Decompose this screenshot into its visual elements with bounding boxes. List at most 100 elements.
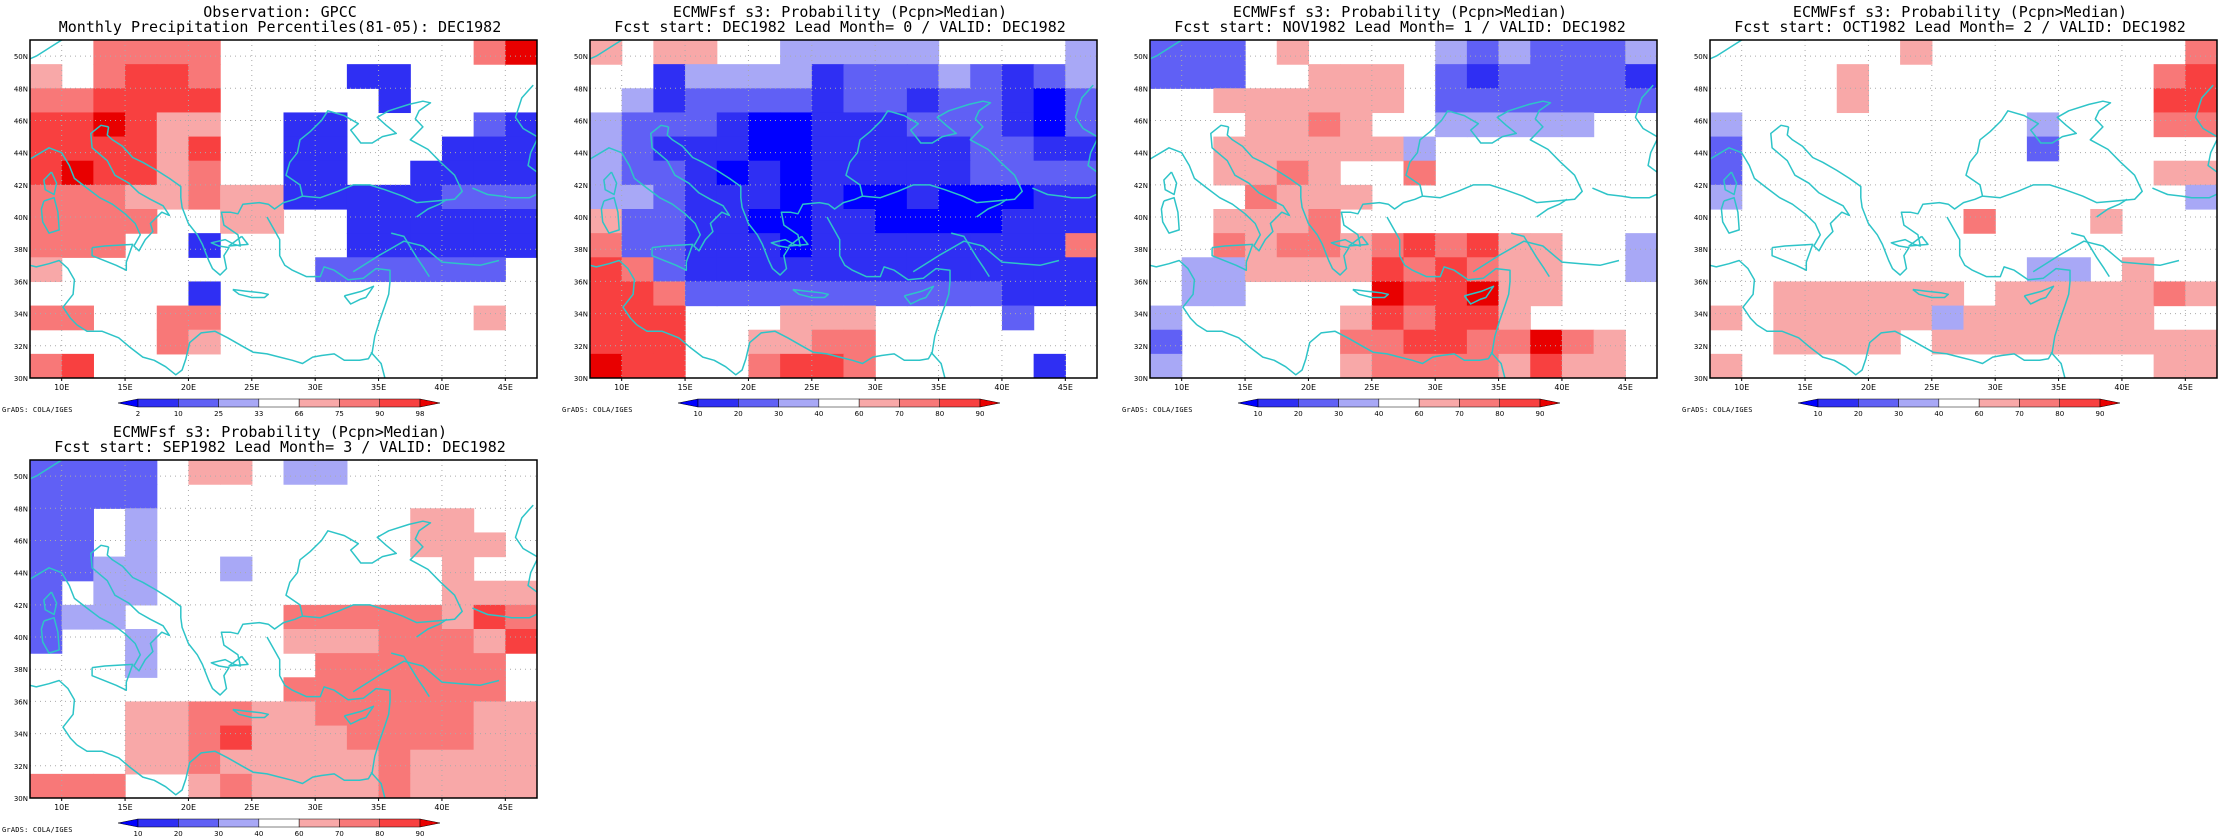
heatmap-cell	[748, 64, 781, 89]
coastline	[1511, 232, 1550, 278]
heatmap-cell	[1065, 281, 1097, 307]
heatmap-cell	[441, 604, 475, 630]
heatmap-cell	[125, 160, 158, 186]
colorbar-label: 20	[734, 410, 743, 418]
colorbar-segment	[778, 398, 820, 408]
y-tick-label: 32N	[14, 763, 28, 771]
heatmap-cell	[1561, 112, 1595, 138]
heatmap-cell	[1245, 257, 1278, 283]
panel-subtitle: Fcst start: DEC1982 Lead Month= 0 / VALI…	[614, 18, 1066, 36]
heatmap-cell	[590, 40, 623, 65]
coastline	[2194, 84, 2217, 138]
heatmap-cell	[780, 112, 813, 138]
heatmap-cell	[283, 677, 316, 703]
heatmap-cell	[156, 701, 190, 727]
colorbar: 2 10 25 33 66 75 90 98	[117, 398, 441, 418]
heatmap-cell	[1276, 184, 1310, 210]
heatmap-cell	[1065, 64, 1097, 89]
coastline	[232, 288, 270, 299]
heatmap-cell	[716, 64, 750, 89]
x-tick-label: 35E	[931, 383, 946, 392]
colorbar-label: 70	[1455, 410, 1464, 418]
heatmap-cell	[875, 136, 908, 162]
coastline	[2023, 285, 2055, 305]
heatmap-cell	[61, 484, 94, 509]
heatmap-cell	[1710, 112, 1743, 138]
colorbar: 10 20 30 40 60 70 80 90	[117, 818, 441, 838]
heatmap-cell	[156, 112, 190, 138]
colorbar-label: 25	[214, 410, 223, 418]
heatmap-cell	[1900, 281, 1933, 307]
coastline	[43, 591, 58, 616]
heatmap-cell	[875, 209, 908, 234]
heatmap-cell	[843, 209, 876, 234]
panel-fcst-lead0: ECMWFsf s3: Probability (Pcpn>Median) Fc…	[560, 0, 1120, 420]
heatmap-cell	[378, 749, 411, 775]
heatmap-cell	[1625, 40, 1657, 65]
heatmap-cell	[1001, 257, 1035, 283]
heatmap-cell	[1530, 281, 1563, 307]
colorbar: 10 20 30 40 60 70 80 90	[677, 398, 1001, 418]
heatmap-cell	[441, 136, 475, 162]
heatmap-cell	[2185, 64, 2217, 89]
heatmap-cell	[1308, 136, 1341, 162]
x-tick-label: 40E	[994, 383, 1009, 392]
colorbar-segment	[818, 398, 860, 408]
heatmap-cell	[2026, 305, 2060, 331]
coastline	[1634, 84, 1657, 138]
coastline	[1592, 187, 1657, 199]
x-tick-label: 15E	[117, 383, 132, 392]
heatmap-cell	[1435, 353, 1468, 378]
coastline	[187, 460, 190, 461]
heatmap-cell	[473, 580, 506, 606]
heatmap-cell	[1001, 112, 1035, 138]
heatmap-cell	[1995, 305, 2028, 331]
heatmap-cell	[653, 40, 686, 65]
heatmap-cell	[906, 184, 940, 210]
coastline	[951, 232, 990, 278]
heatmap-cell	[1498, 233, 1531, 258]
heatmap-cell	[1033, 257, 1066, 283]
heatmap-cell	[1466, 64, 1500, 89]
colorbar-segment	[1378, 398, 1420, 408]
heatmap-cell	[410, 233, 443, 258]
heatmap-cell	[378, 209, 411, 234]
heatmap-cell	[1435, 281, 1468, 307]
heatmap-cell	[1530, 353, 1563, 378]
y-tick-label: 40N	[1134, 214, 1148, 222]
heatmap-cell	[1065, 257, 1097, 283]
colorbar-segment	[738, 398, 779, 408]
y-tick-label: 46N	[14, 117, 28, 125]
heatmap-cell	[1308, 112, 1341, 138]
coastline	[30, 124, 171, 252]
y-tick-label: 50N	[574, 53, 588, 61]
heatmap-cell	[938, 209, 971, 234]
y-tick-label: 48N	[1694, 85, 1708, 93]
y-tick-label: 42N	[14, 182, 28, 190]
heatmap-cell	[1805, 329, 1838, 355]
coastline	[1211, 243, 1254, 271]
heatmap-cell	[1033, 281, 1066, 307]
colorbar-segment	[258, 398, 300, 408]
y-tick-label: 40N	[14, 634, 28, 642]
heatmap-cell	[505, 701, 537, 727]
heatmap-cell	[156, 184, 190, 210]
colorbar-segment	[379, 818, 421, 828]
coastline	[514, 84, 537, 138]
heatmap-cell	[251, 749, 285, 775]
heatmap-cell	[590, 160, 623, 186]
x-tick-label: 45E	[1058, 383, 1073, 392]
colorbar-label: 30	[774, 410, 783, 418]
heatmap-cell	[125, 749, 158, 775]
heatmap-cell	[970, 160, 1003, 186]
heatmap-cell	[685, 184, 718, 210]
coastline	[228, 655, 249, 667]
heatmap-cell	[346, 233, 380, 258]
chart-svg: 10E 15E 20E 25E 30E 35E 40E 45E 30N 32N 34N 36N 38N 4…	[14, 459, 538, 838]
heatmap-cell	[93, 88, 126, 114]
heatmap-cell	[156, 88, 190, 114]
heatmap-cell	[653, 64, 686, 89]
heatmap-cell	[653, 209, 686, 234]
heatmap-cell	[251, 773, 285, 798]
colorbar-segment	[218, 818, 260, 828]
